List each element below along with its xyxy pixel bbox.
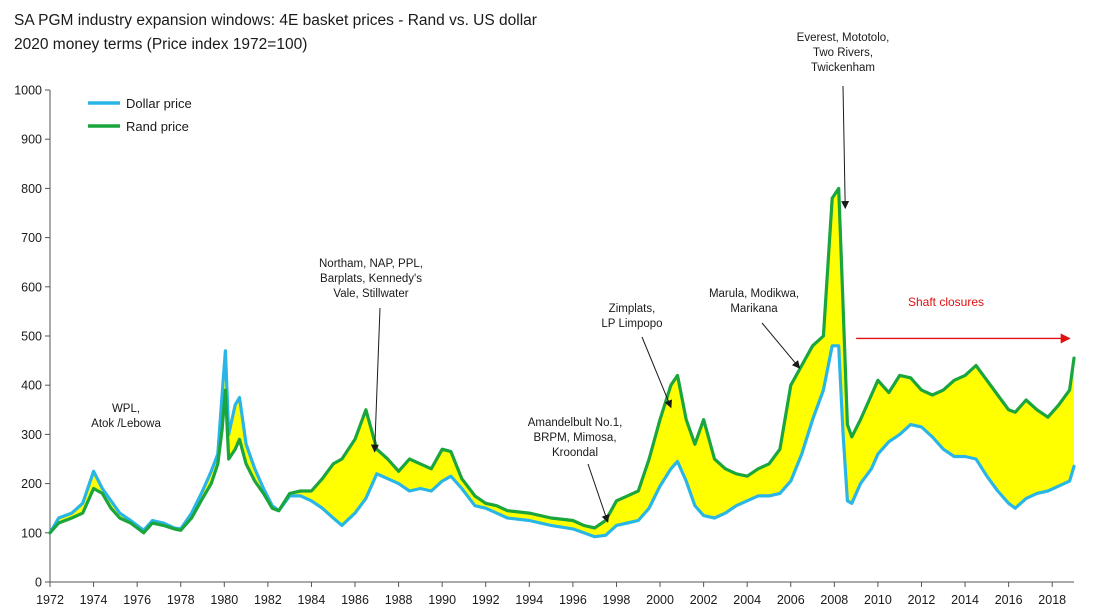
x-tick-label-1992: 1992 (472, 593, 500, 607)
annotation-line: BRPM, Mimosa, (533, 432, 616, 444)
annotation-amandelbult-no-1: Amandelbult No.1, BRPM, Mimosa, Kroondal (528, 417, 623, 459)
y-tick-label-700: 700 (21, 231, 42, 245)
annotation-arrow-northam-nap-ppl (370, 307, 381, 453)
annotation-line: Northam, NAP, PPL, (319, 258, 423, 270)
x-tick-label-2016: 2016 (995, 593, 1023, 607)
legend-label-rand-price: Rand price (126, 119, 189, 134)
y-tick-label-300: 300 (21, 428, 42, 442)
y-tick-label-1000: 1000 (14, 84, 42, 98)
annotation-line: WPL, (112, 403, 140, 415)
x-tick-label-1984: 1984 (298, 593, 326, 607)
x-tick-label-1980: 1980 (210, 593, 238, 607)
x-tick-label-1978: 1978 (167, 593, 195, 607)
x-tick-label-2008: 2008 (820, 593, 848, 607)
annotation-line: Barplats, Kennedy's (320, 273, 422, 285)
legend-label-dollar-price: Dollar price (126, 96, 192, 111)
x-tick-label-1976: 1976 (123, 593, 151, 607)
annotation-line: Shaft closures (908, 295, 984, 309)
annotation-arrow-zimplats (641, 336, 672, 409)
x-tick-label-2014: 2014 (951, 593, 979, 607)
x-tick-label-1986: 1986 (341, 593, 369, 607)
annotation-wpl: WPL, Atok /Lebowa (91, 403, 161, 430)
annotation-shaft-closures: Shaft closures (908, 295, 984, 309)
annotation-arrow-amandelbult-no-1 (587, 463, 610, 523)
x-tick-label-1972: 1972 (36, 593, 64, 607)
annotation-line: Marikana (730, 303, 778, 315)
annotation-line: Zimplats, (609, 303, 656, 315)
series-line-dollar-price (48, 344, 1076, 539)
series-lines-layer (48, 186, 1076, 539)
annotation-line: Everest, Mototolo, (797, 32, 890, 44)
x-tick-label-2002: 2002 (690, 593, 718, 607)
annotation-line: Kroondal (552, 447, 598, 459)
annotation-line: Marula, Modikwa, (709, 288, 799, 300)
x-tick-label-1994: 1994 (515, 593, 543, 607)
series-line-rand-price (48, 186, 1076, 535)
x-tick-label-1990: 1990 (428, 593, 456, 607)
annotations-layer: WPL, Atok /Lebowa Northam, NAP, PPL, Barpla… (91, 32, 1071, 523)
x-tick-label-2004: 2004 (733, 593, 761, 607)
annotation-line: Vale, Stillwater (333, 288, 408, 300)
annotation-line: Amandelbult No.1, (528, 417, 623, 429)
x-tick-label-1998: 1998 (603, 593, 631, 607)
axes-layer: 0 100 200 300 400 500 600 700 800 900 1000 1972 1974… (14, 84, 1074, 607)
annotation-marula-modikwa: Marula, Modikwa, Marikana (709, 288, 799, 315)
x-tick-label-2018: 2018 (1038, 593, 1066, 607)
x-tick-label-1988: 1988 (385, 593, 413, 607)
y-tick-label-600: 600 (21, 280, 42, 294)
x-tick-label-2010: 2010 (864, 593, 892, 607)
x-tick-label-1982: 1982 (254, 593, 282, 607)
annotation-arrow-everest-mototolo (841, 85, 850, 210)
y-tick-label-900: 900 (21, 133, 42, 147)
annotation-line: Two Rivers, (813, 47, 873, 59)
y-tick-label-400: 400 (21, 379, 42, 393)
chart-subtitle: 2020 money terms (Price index 1972=100) (14, 36, 308, 53)
x-tick-label-1974: 1974 (80, 593, 108, 607)
annotation-zimplats: Zimplats, LP Limpopo (601, 303, 662, 330)
chart-title: SA PGM industry expansion windows: 4E ba… (14, 12, 537, 29)
x-tick-label-2012: 2012 (908, 593, 936, 607)
legend: Dollar price Rand price (88, 96, 192, 134)
fill-between-area (50, 188, 1074, 537)
fill-layer (50, 188, 1074, 537)
x-tick-label-1996: 1996 (559, 593, 587, 607)
annotation-line: LP Limpopo (601, 318, 662, 330)
y-tick-label-0: 0 (35, 576, 42, 590)
x-tick-label-2000: 2000 (646, 593, 674, 607)
x-tick-label-2006: 2006 (777, 593, 805, 607)
y-tick-label-100: 100 (21, 526, 42, 540)
y-tick-label-500: 500 (21, 330, 42, 344)
annotation-northam-nap-ppl: Northam, NAP, PPL, Barplats, Kennedy's Val… (319, 258, 423, 300)
annotation-line: Twickenham (811, 62, 875, 74)
annotation-arrow-marula-modikwa (761, 322, 801, 369)
annotation-line: Atok /Lebowa (91, 418, 161, 430)
y-tick-label-200: 200 (21, 477, 42, 491)
y-tick-label-800: 800 (21, 182, 42, 196)
annotation-everest-mototolo: Everest, Mototolo, Two Rivers, Twickenham (797, 32, 890, 74)
